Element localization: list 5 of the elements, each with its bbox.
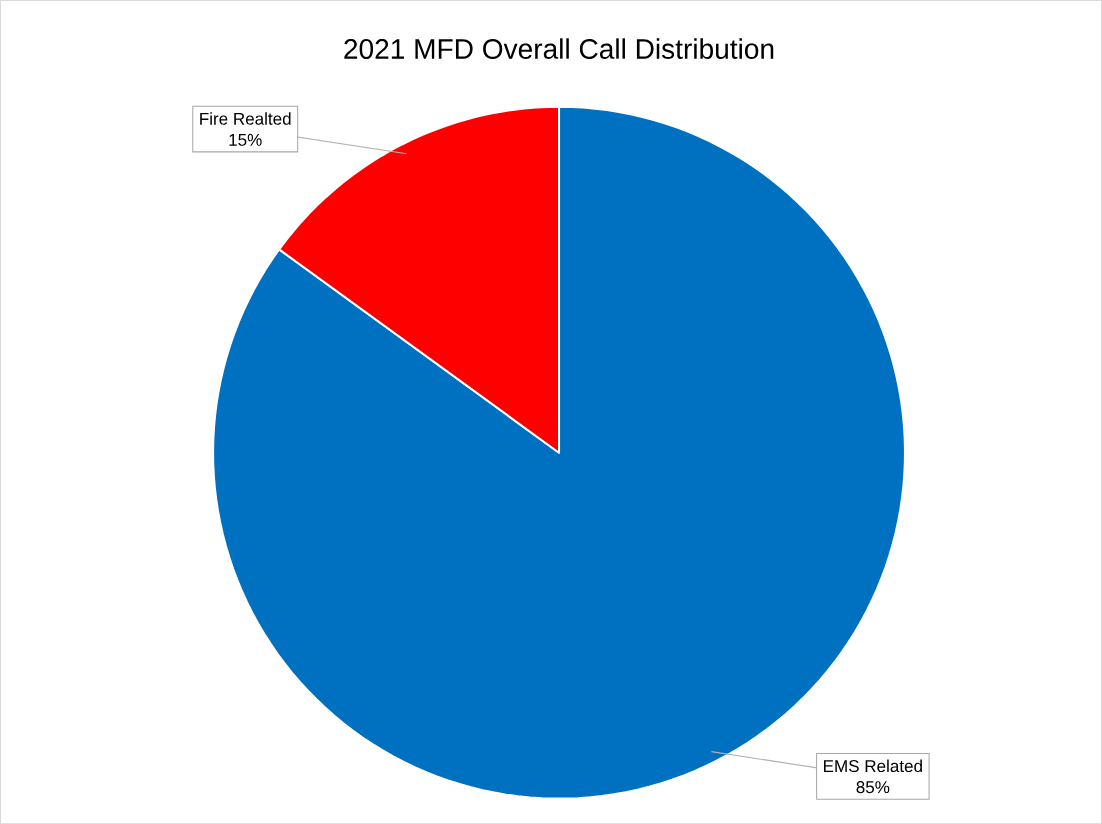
slice-label: EMS Related: [824, 759, 922, 772]
data-label: 85%: [856, 780, 890, 794]
slice-label: Fire Realted: [200, 112, 291, 125]
chart-title: 2021 MFD Overall Call Distribution: [344, 38, 774, 59]
data-label: 15%: [229, 133, 262, 146]
